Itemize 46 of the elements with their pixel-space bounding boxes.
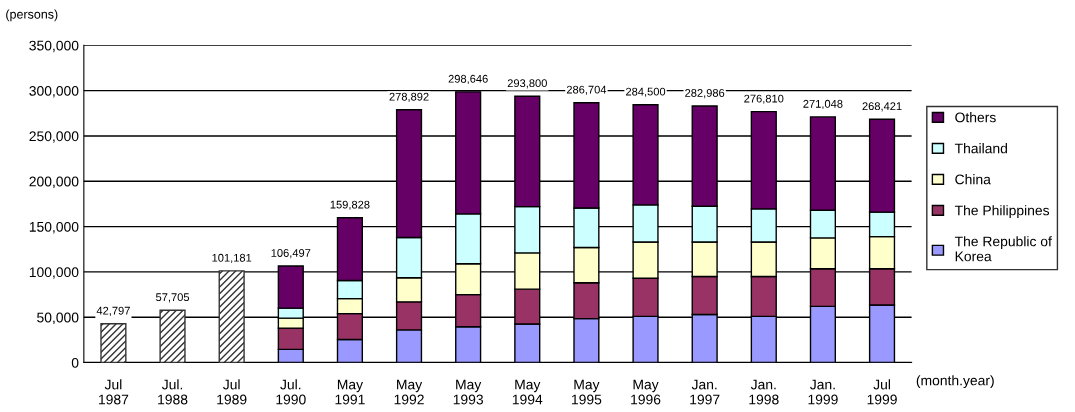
total-label: 278,892	[389, 92, 429, 102]
total-label: 284,500	[626, 87, 666, 97]
y-tick-label: 50,000	[37, 312, 79, 325]
total-label: 42,797	[96, 306, 130, 316]
total-label: 282,986	[685, 89, 725, 99]
y-axis-title: (persons)	[6, 9, 58, 22]
y-tick-label: 350,000	[29, 40, 79, 53]
y-tick-label: 200,000	[29, 176, 79, 189]
x-axis-title: (month.year)	[916, 375, 994, 389]
bar	[159, 309, 186, 363]
total-label: 159,828	[330, 200, 370, 210]
legend-label: China	[955, 174, 991, 185]
total-label: 298,646	[448, 74, 488, 85]
x-tick-label: Jan. 1998	[749, 379, 779, 405]
x-tick-label: May 1996	[631, 379, 661, 405]
x-tick-label: Jul 1987	[99, 379, 129, 405]
x-tick-label: Jan. 1997	[690, 379, 720, 405]
y-tick-label: 100,000	[29, 267, 79, 279]
bar	[218, 270, 245, 363]
x-tick-label: May 1992	[394, 379, 424, 405]
y-tick-label: 300,000	[29, 85, 79, 98]
total-label: 101,181	[212, 253, 252, 264]
x-tick-label: Jul. 1990	[276, 379, 306, 405]
legend-label: The Republic of Korea	[954, 236, 1052, 262]
total-label: 57,705	[155, 293, 190, 303]
x-tick-label: May 1993	[453, 379, 483, 405]
total-label: 268,421	[862, 102, 902, 112]
legend-label: Thailand	[954, 143, 1007, 154]
total-label: 293,800	[507, 79, 547, 89]
y-tick-label: 150,000	[29, 221, 79, 234]
legend-label: Others	[955, 112, 996, 123]
total-label: 271,048	[803, 99, 843, 110]
y-tick-label: 0	[71, 357, 79, 368]
total-label: 276,810	[744, 94, 784, 104]
x-tick-label: May 1994	[512, 379, 543, 405]
total-label: 106,497	[271, 249, 311, 259]
x-tick-label: Jul 1989	[217, 379, 247, 405]
bar	[100, 323, 127, 363]
x-tick-label: Jan. 1999	[808, 379, 838, 405]
x-tick-label: May 1995	[572, 379, 602, 405]
total-label: 286,704	[566, 85, 607, 95]
x-tick-label: May 1991	[335, 379, 365, 405]
legend-label: The Philippines	[954, 205, 1050, 219]
y-tick-label: 250,000	[29, 131, 79, 143]
x-tick-label: Jul. 1988	[158, 379, 188, 405]
x-tick-label: Jul 1999	[867, 379, 897, 405]
